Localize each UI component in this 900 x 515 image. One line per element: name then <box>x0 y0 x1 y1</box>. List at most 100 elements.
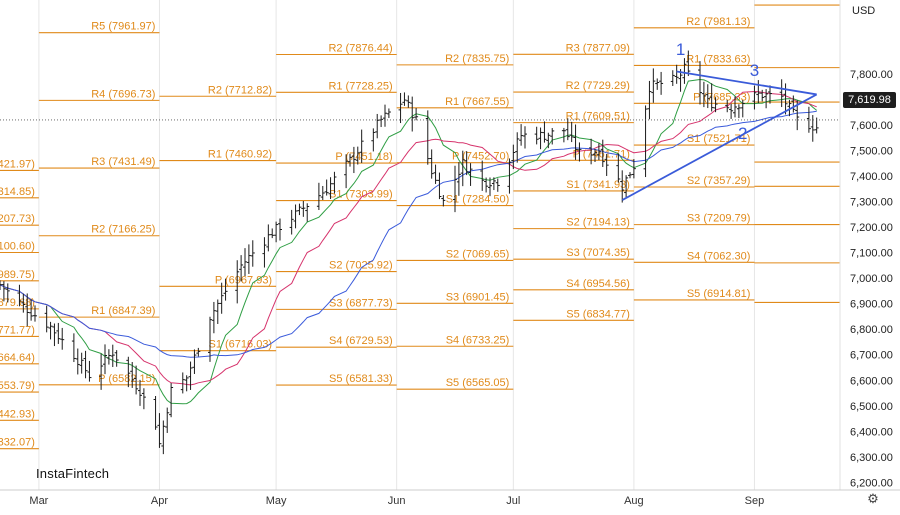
pivot-label: S1 (6716.03) <box>209 339 273 351</box>
pivot-label: S3 (7074.35) <box>566 247 630 259</box>
ohlc-bar <box>33 305 37 322</box>
ohlc-bar <box>647 80 652 120</box>
last-price-tag: 7,619.98 <box>843 92 896 108</box>
ohlc-bar <box>460 150 465 187</box>
y-tick-label: 7,200.00 <box>850 222 893 234</box>
pivot-label: S4 (6729.53) <box>329 335 393 347</box>
pivot-levels: R5 (7421.97) R4 (7314.85) R3 (7207.73) R2 (… <box>0 4 840 450</box>
x-tick-label: Sep <box>745 495 765 507</box>
pivot-label: S1 (7521.71) <box>687 133 751 145</box>
ohlc-bar <box>643 105 648 178</box>
ohlc-bar <box>29 299 34 321</box>
ohlc-bar <box>468 163 473 186</box>
pivot-label: R3 (7877.09) <box>566 42 630 54</box>
ohlc-bar <box>538 127 543 150</box>
pivot-label: S4 (6733.25) <box>446 334 510 346</box>
ohlc-bar <box>569 121 574 143</box>
ohlc-bar <box>99 353 104 390</box>
ohlc-bar <box>593 149 597 162</box>
ohlc-bar <box>464 151 469 176</box>
pivot-label: S5 (6834.77) <box>566 308 630 320</box>
pivot-label: R3 (7207.73) <box>0 213 35 225</box>
ohlc-bar <box>600 139 605 167</box>
ohlc-bars <box>0 50 819 455</box>
ohlc-bar <box>355 146 360 165</box>
ohlc-bar <box>297 203 302 216</box>
ohlc-bar <box>328 177 333 200</box>
pivot-label: S3 (7209.79) <box>687 213 751 225</box>
ohlc-bar <box>215 299 220 324</box>
trendline-upper-line <box>676 70 817 96</box>
ohlc-bar <box>729 103 734 119</box>
pivot-label: S2 (7357.29) <box>687 175 751 187</box>
currency-label[interactable]: USD <box>852 5 876 17</box>
ohlc-bar <box>262 237 267 268</box>
pivot-label: S5 (6565.05) <box>446 377 510 389</box>
ohlc-bar <box>453 165 457 213</box>
pivot-label: S4 (6954.56) <box>566 278 630 290</box>
ohlc-bar <box>56 322 61 344</box>
ohlc-bar <box>208 316 212 362</box>
x-tick-label: Mar <box>29 495 48 507</box>
y-tick-label: 6,500.00 <box>850 401 893 413</box>
ohlc-bar <box>655 78 660 90</box>
pivot-label: R2 (7981.13) <box>686 16 750 28</box>
ohlc-bar <box>157 413 162 448</box>
ohlc-bar <box>371 128 376 152</box>
pivot-label: R2 (7876.44) <box>328 43 392 55</box>
pivot-label: S5 (6914.81) <box>687 288 751 300</box>
wave-label-1: 1 <box>676 40 685 59</box>
ohlc-bar <box>701 81 706 108</box>
ohlc-bar <box>188 361 193 390</box>
ohlc-bar <box>235 260 240 304</box>
ohlc-bar <box>542 121 547 143</box>
ohlc-bar <box>787 99 792 117</box>
time-axis[interactable]: Mar Apr May Jun Jul Aug Sep <box>0 489 900 507</box>
ohlc-bar <box>386 108 391 118</box>
ohlc-bar <box>670 70 675 86</box>
ohlc-bar <box>192 349 197 374</box>
ohlc-bar <box>764 89 769 109</box>
pivot-label: P (6967.93) <box>215 274 272 286</box>
pivot-label: P (7451.18) <box>335 151 392 163</box>
ohlc-bar <box>134 365 139 395</box>
pivot-label: S1 (6771.77) <box>0 324 35 336</box>
ohlc-bar <box>87 360 92 382</box>
ohlc-bar <box>106 349 111 365</box>
ohlc-bar <box>383 104 387 127</box>
x-tick-label: Jun <box>388 495 406 507</box>
ohlc-bar <box>402 92 407 106</box>
ohlc-bar <box>433 164 438 184</box>
pivot-label: S2 (7025.92) <box>329 260 393 272</box>
pivot-label: R1 (7460.92) <box>208 149 272 161</box>
ohlc-bar <box>686 50 691 77</box>
ohlc-bar <box>705 84 710 109</box>
ohlc-bar <box>21 293 26 313</box>
ohlc-bar <box>515 132 520 163</box>
ohlc-bar <box>83 350 88 379</box>
ohlc-bar <box>153 395 158 430</box>
moving-average-40 <box>0 110 817 358</box>
ohlc-bar <box>324 179 329 196</box>
ohlc-bar <box>425 110 430 165</box>
ohlc-bar <box>628 172 632 179</box>
pivot-label: R2 (7100.60) <box>0 241 35 253</box>
ohlc-bar <box>180 372 185 394</box>
ohlc-bar <box>17 284 22 307</box>
pivot-label: S2 (7069.65) <box>446 248 510 260</box>
ohlc-bar <box>659 71 664 95</box>
ohlc-bar <box>488 177 492 197</box>
gear-icon[interactable]: ⚙ <box>867 491 879 506</box>
ohlc-bar <box>75 348 80 375</box>
ohlc-bar <box>495 178 500 192</box>
ohlc-bar <box>320 185 325 201</box>
y-tick-label: 7,300.00 <box>850 197 893 209</box>
ohlc-bar <box>511 144 516 170</box>
price-axis[interactable]: 7,800.007,700.007,600.007,500.007,400.00… <box>0 0 893 490</box>
ohlc-bar <box>674 64 679 84</box>
ohlc-bar <box>768 85 772 104</box>
pivot-label: R2 (7166.25) <box>91 224 155 236</box>
ohlc-bar <box>243 248 247 277</box>
